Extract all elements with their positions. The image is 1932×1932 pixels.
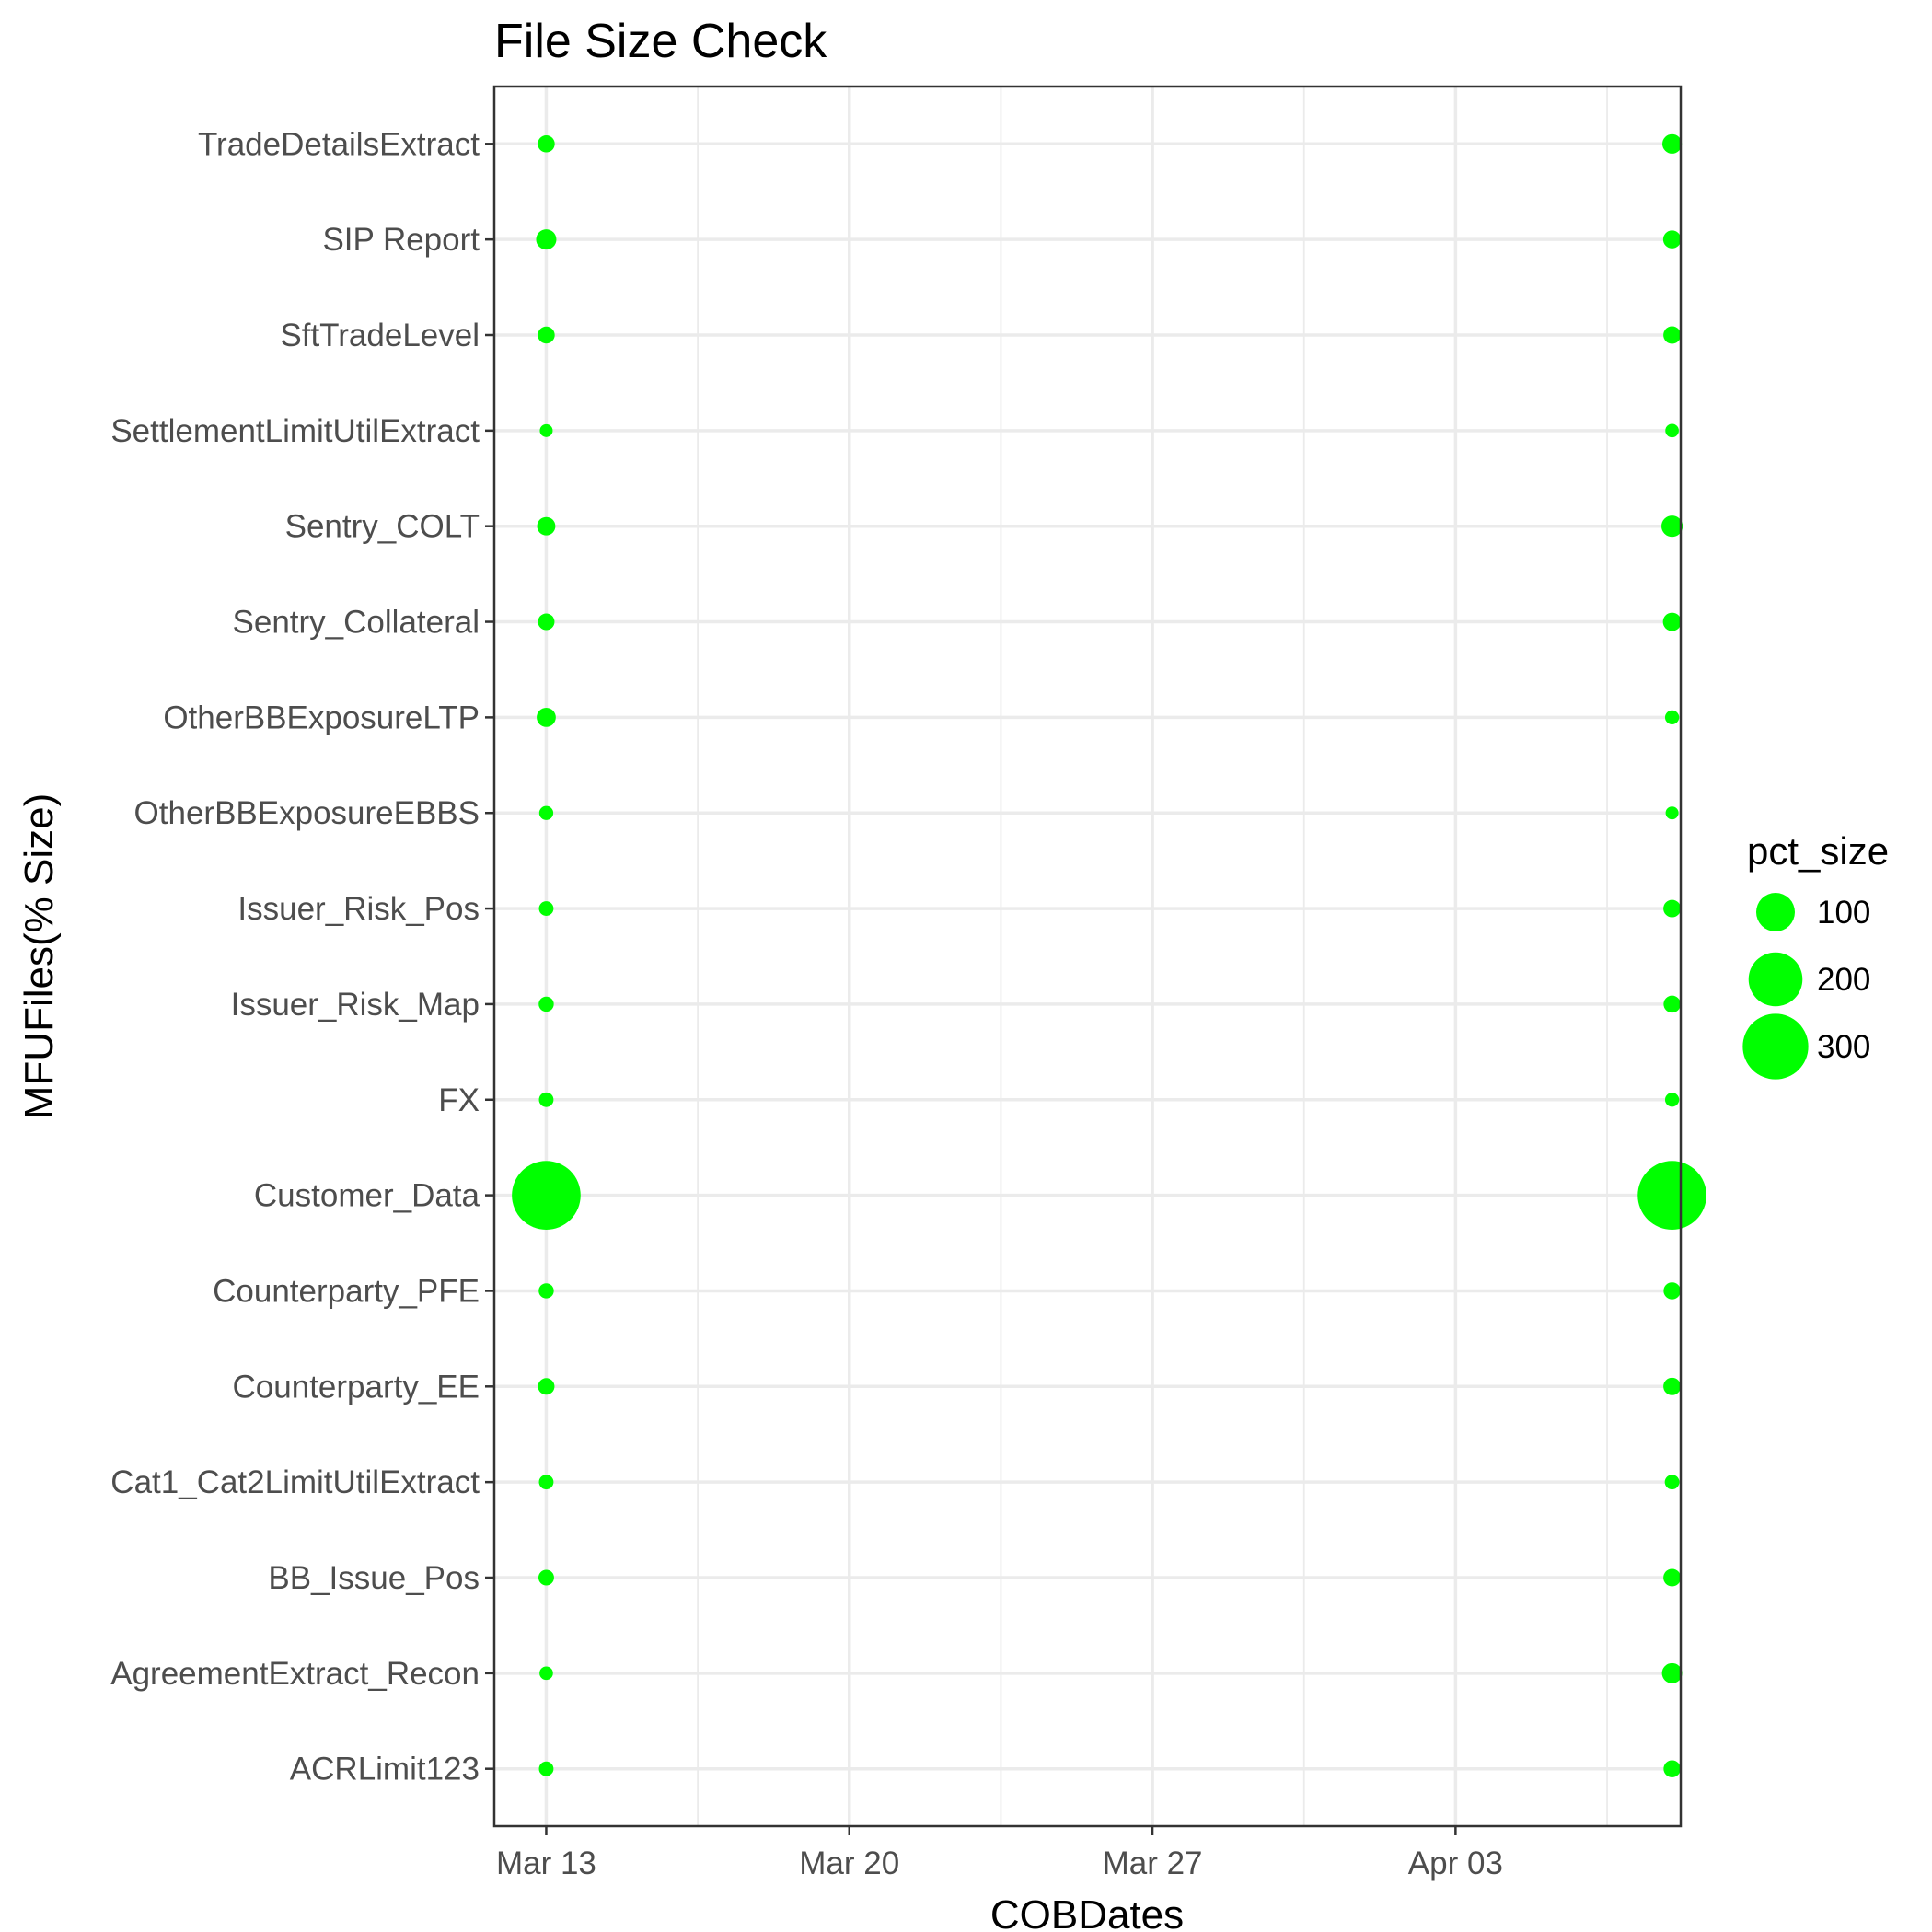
legend-label: 300 (1817, 1029, 1870, 1065)
data-point (1663, 995, 1681, 1013)
data-point (512, 1161, 581, 1230)
data-point (1663, 1568, 1682, 1587)
x-tick-label: Mar 20 (799, 1845, 899, 1881)
data-point (539, 423, 553, 437)
data-point (1661, 133, 1683, 154)
legend-key (1742, 1013, 1809, 1080)
x-axis: Mar 13 Mar 20 Mar 27 Apr 03 (496, 1826, 1503, 1881)
data-point (538, 1092, 554, 1107)
legend-keys: 100 200 300 (1742, 893, 1870, 1080)
x-tick-label: Apr 03 (1408, 1845, 1503, 1881)
y-tick-label: SettlementLimitUtilExtract (110, 413, 480, 449)
data-point (1663, 1282, 1681, 1300)
data-point (1662, 230, 1682, 249)
data-point (1664, 710, 1680, 725)
panel-border (492, 85, 1683, 1828)
data-point (536, 229, 557, 250)
legend-label: 200 (1817, 962, 1870, 998)
legend-label: 100 (1817, 895, 1870, 931)
data-point (1665, 806, 1679, 820)
size-legend: pct_size 100 200 300 (1742, 829, 1889, 1080)
y-tick-label: OtherBBExposureLTP (163, 700, 480, 735)
data-point (1662, 612, 1682, 631)
y-tick-label: Cat1_Cat2LimitUtilExtract (110, 1464, 480, 1500)
data-point (1663, 899, 1682, 918)
y-tick-label: Sentry_COLT (285, 509, 480, 545)
y-tick-label: ACRLimit123 (290, 1752, 480, 1787)
y-tick-label: OtherBBExposureEBBS (134, 795, 480, 831)
data-point (1664, 1093, 1680, 1107)
data-points (512, 133, 1706, 1777)
legend-title: pct_size (1747, 829, 1889, 873)
x-tick-label: Mar 27 (1103, 1845, 1203, 1881)
y-axis-title: MFUFiles(% Size) (17, 793, 62, 1119)
data-point (538, 1378, 555, 1395)
data-point (538, 1283, 554, 1299)
data-point (538, 326, 555, 344)
y-tick-label: Issuer_Risk_Pos (237, 891, 480, 927)
y-tick-label: Customer_Data (254, 1178, 480, 1214)
data-point (538, 135, 555, 153)
y-tick-label: BB_Issue_Pos (268, 1560, 480, 1596)
y-tick-label: AgreementExtract_Recon (110, 1656, 480, 1692)
data-point (1665, 423, 1679, 438)
legend-key (1748, 952, 1803, 1007)
data-point (538, 901, 554, 917)
y-tick-label: Sentry_Collateral (233, 605, 480, 641)
x-axis-title: COBDates (990, 1892, 1184, 1932)
y-tick-label: TradeDetailsExtract (198, 126, 480, 162)
data-point (1661, 1662, 1683, 1683)
data-point (538, 1569, 554, 1586)
grid-lines (494, 87, 1681, 1826)
y-tick-label: SftTradeLevel (280, 318, 480, 353)
data-point (537, 708, 556, 727)
chart-title: File Size Check (494, 15, 827, 68)
y-tick-label: SIP Report (322, 222, 480, 258)
data-point (538, 1475, 554, 1490)
data-point (1637, 1161, 1706, 1230)
data-point (1664, 1475, 1680, 1490)
plot-panel (492, 85, 1706, 1828)
data-point (1663, 1377, 1682, 1395)
data-point (1661, 515, 1683, 538)
y-axis: ACRLimit123 AgreementExtract_Recon BB_Issu… (110, 126, 494, 1787)
y-tick-label: Issuer_Risk_Map (231, 987, 480, 1023)
data-point (537, 516, 556, 536)
data-point (538, 613, 555, 631)
x-tick-label: Mar 13 (496, 1845, 596, 1881)
data-point (1663, 326, 1682, 344)
legend-key (1756, 893, 1795, 931)
data-point (538, 805, 554, 820)
data-point (538, 996, 554, 1012)
data-point (538, 1761, 554, 1776)
data-point (1663, 1760, 1681, 1777)
y-tick-label: Counterparty_PFE (213, 1273, 480, 1309)
data-point (539, 1666, 553, 1681)
y-tick-label: Counterparty_EE (233, 1369, 480, 1405)
y-tick-label: FX (438, 1082, 480, 1118)
